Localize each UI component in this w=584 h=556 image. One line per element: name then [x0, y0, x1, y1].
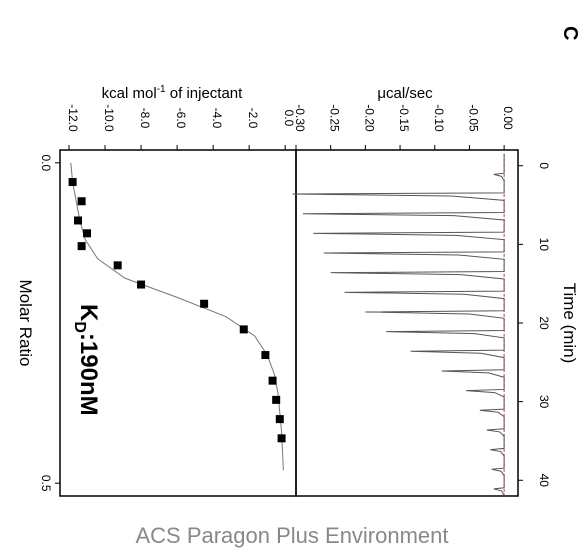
time-tick-label: 20	[537, 316, 551, 330]
bottom-y-tick-label: -2.0	[246, 108, 260, 129]
data-point	[74, 216, 83, 225]
bottom-y-tick-label: -6.0	[174, 108, 188, 129]
bottom-y-tick-label: 0.0	[282, 110, 296, 127]
bottom-y-axis-title-sup: -1	[157, 84, 166, 95]
kd-sub: D	[71, 321, 88, 333]
top-y-axis-title: μcal/sec	[377, 85, 433, 102]
bottom-y-axis-title: kcal mol-1 of injectant	[102, 84, 243, 102]
top-panel-frame	[295, 149, 519, 497]
time-tick-label: 0	[537, 162, 551, 169]
data-point	[200, 299, 209, 308]
kd-rest: :190nM	[75, 333, 102, 416]
bottom-y-tick-label: -10.0	[102, 104, 116, 132]
time-tick-label: 40	[537, 474, 551, 488]
time-tick-label: 30	[537, 395, 551, 409]
top-axis-ticks: 0.00 -0.05 -0.10 -0.15 -0.20 -0.25 -0.30 0 10 20 3…	[293, 104, 551, 487]
top-trace	[292, 153, 505, 498]
bottom-points	[68, 178, 286, 443]
data-point	[83, 229, 92, 238]
data-point	[77, 242, 86, 251]
data-point	[77, 197, 86, 206]
panel-label: C	[559, 26, 581, 40]
raw-heat-trace	[292, 153, 505, 498]
data-point	[68, 178, 77, 187]
data-point	[137, 280, 146, 289]
top-y-tick-label: -0.15	[397, 104, 411, 132]
molar-ratio-tick-label: 0.5	[39, 475, 53, 492]
footer-text: ACS Paragon Plus Environment	[135, 523, 449, 548]
kd-main: K	[75, 304, 102, 322]
data-point	[239, 325, 248, 334]
kd-annotation: KD:190nM	[71, 304, 102, 416]
bottom-panel-frame	[59, 149, 297, 497]
data-point	[275, 415, 284, 424]
data-point	[272, 395, 281, 404]
bottom-y-tick-label: -8.0	[138, 108, 152, 129]
bottom-axis-ticks: 0.0 -2.0 -4.0 -6.0 -8.0 -10.0 -12.0 0.0 0.5	[39, 104, 296, 492]
data-point	[113, 261, 122, 270]
molar-ratio-axis-title: Molar Ratio	[16, 280, 35, 367]
bottom-y-tick-label: -4.0	[210, 108, 224, 129]
top-y-tick-label: -0.10	[432, 104, 446, 132]
data-point	[268, 376, 277, 385]
top-y-tick-label: -0.20	[362, 104, 376, 132]
time-tick-label: 10	[537, 238, 551, 252]
molar-ratio-tick-label: 0.0	[39, 154, 53, 171]
top-y-tick-label: -0.25	[328, 104, 342, 132]
data-point	[261, 351, 270, 360]
bottom-y-tick-label: -12.0	[66, 104, 80, 132]
top-y-tick-label: -0.30	[293, 104, 307, 132]
data-point	[277, 434, 286, 443]
top-y-tick-label: 0.00	[501, 106, 515, 130]
bottom-y-axis-title-rest: of injectant	[166, 85, 244, 102]
top-y-tick-label: -0.05	[466, 104, 480, 132]
bottom-y-axis-title-main: kcal mol	[102, 85, 157, 102]
time-axis-title: Time (min)	[560, 283, 579, 364]
